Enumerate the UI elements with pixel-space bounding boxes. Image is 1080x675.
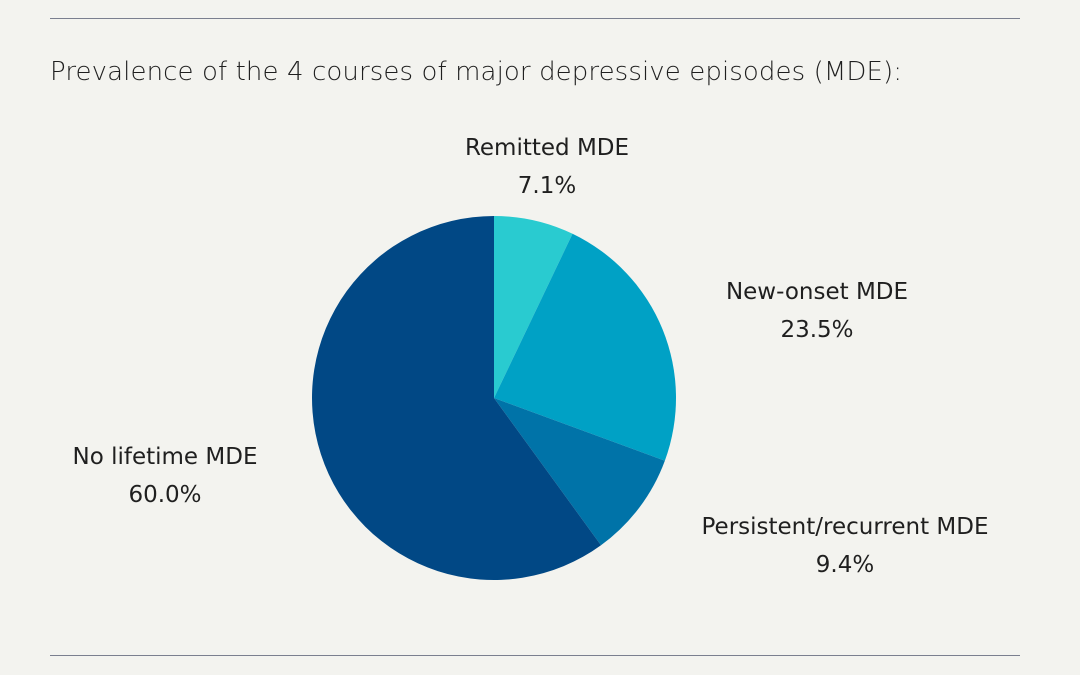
slice-value-no-lifetime-mde: 60.0% [128, 482, 201, 508]
pie-slice-new-onset-mde [494, 233, 677, 461]
slice-label-persistent-recurrent-mde: Persistent/recurrent MDE [702, 514, 989, 540]
top-divider [50, 18, 1020, 19]
chart-title: Prevalence of the 4 courses of major dep… [50, 57, 903, 87]
pie-slice-persistent-recurrent-mde [494, 398, 665, 546]
slice-value-new-onset-mde: 23.5% [780, 317, 853, 343]
pie-slice-no-lifetime-mde [312, 216, 601, 580]
slice-value-remitted-mde: 7.1% [518, 173, 576, 199]
slice-label-no-lifetime-mde: No lifetime MDE [73, 444, 258, 470]
slice-label-new-onset-mde: New-onset MDE [726, 279, 908, 305]
bottom-divider [50, 655, 1020, 656]
slice-value-persistent-recurrent-mde: 9.4% [816, 552, 874, 578]
slice-label-remitted-mde: Remitted MDE [465, 135, 629, 161]
pie-slice-remitted-mde [494, 216, 573, 398]
